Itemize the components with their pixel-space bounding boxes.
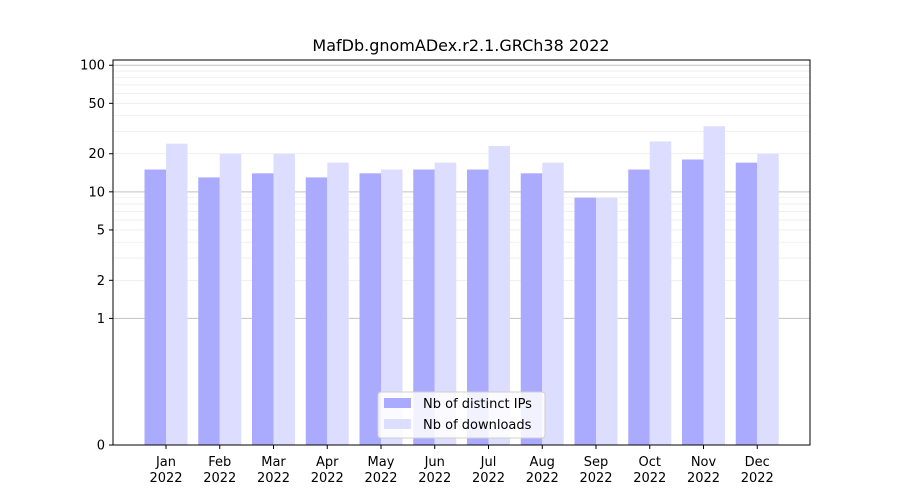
- bar-downloads: [596, 197, 618, 445]
- legend-label: Nb of downloads: [423, 418, 532, 433]
- plot-frame: [112, 59, 811, 446]
- x-tick-label: May 2022: [364, 455, 397, 486]
- x-tick-label: Sep 2022: [579, 455, 612, 486]
- bar-downloads: [273, 153, 295, 446]
- x-tick-label: Dec 2022: [741, 455, 774, 486]
- bar-downloads: [488, 146, 510, 445]
- bar-downloads: [219, 153, 242, 446]
- y-tick-label: 100: [80, 59, 105, 74]
- y-tick-label: 50: [88, 97, 105, 112]
- y-tick-label: 2: [97, 274, 105, 289]
- bar-distinct-ips: [628, 169, 650, 445]
- bar-distinct-ips: [144, 169, 166, 445]
- y-axis: 0 1 2 5 10 20 50 100: [80, 59, 113, 454]
- y-tick-label: 20: [88, 147, 105, 162]
- y-tick-label: 1: [97, 312, 105, 327]
- legend: Nb of distinct IPs Nb of downloads: [377, 391, 546, 439]
- x-axis: Jan 2022 Feb 2022 Mar 2022 Apr 2022 May 2022 Jun 20…: [149, 445, 774, 486]
- bar-distinct-ips: [413, 169, 435, 445]
- bar-distinct-ips: [574, 197, 596, 445]
- bar-distinct-ips: [305, 177, 328, 446]
- x-tick-label: Mar 2022: [257, 455, 290, 486]
- x-tick-label: Jan 2022: [149, 455, 182, 486]
- x-tick-label: Oct 2022: [633, 455, 666, 486]
- x-tick-label: Jun 2022: [418, 455, 451, 486]
- x-tick-label: Feb 2022: [203, 455, 236, 486]
- bar-distinct-ips: [198, 177, 220, 446]
- bars: [144, 126, 779, 446]
- legend-swatch: [384, 419, 411, 429]
- bar-downloads: [703, 126, 725, 446]
- bar-downloads: [166, 143, 188, 445]
- x-tick-label: Jul 2022: [472, 455, 505, 486]
- bar-distinct-ips: [520, 173, 543, 445]
- bar-downloads: [381, 169, 403, 445]
- legend-swatch: [384, 398, 411, 408]
- bar-downloads: [434, 162, 457, 445]
- y-tick-label: 0: [97, 439, 105, 454]
- y-tick-label: 5: [97, 223, 105, 238]
- legend-box: [377, 391, 546, 439]
- bar-distinct-ips: [467, 169, 489, 445]
- x-tick-label: Nov 2022: [687, 455, 720, 486]
- bar-distinct-ips: [735, 162, 758, 445]
- bar-distinct-ips: [359, 173, 381, 445]
- bar-downloads: [542, 162, 564, 445]
- chart-title: MafDb.gnomADex.r2.1.GRCh38 2022: [312, 36, 609, 55]
- x-tick-label: Apr 2022: [311, 455, 344, 486]
- bar-distinct-ips: [252, 173, 274, 445]
- bar-downloads: [757, 153, 779, 446]
- x-tick-label: Aug 2022: [526, 455, 559, 486]
- legend-label: Nb of distinct IPs: [423, 397, 532, 412]
- y-tick-label: 10: [88, 185, 105, 200]
- bar-distinct-ips: [682, 159, 704, 445]
- bar-downloads: [327, 162, 349, 445]
- bar-downloads: [649, 141, 672, 445]
